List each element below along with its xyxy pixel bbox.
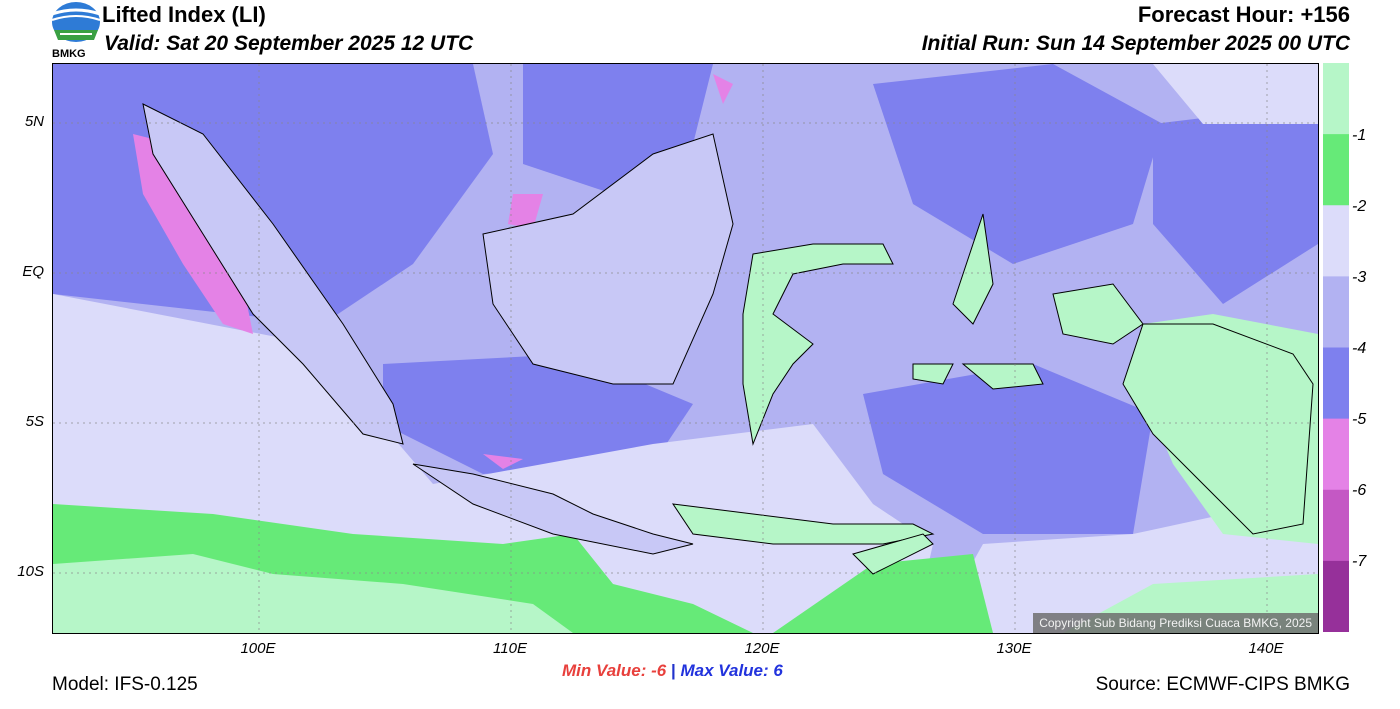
colorbar-swatch	[1323, 205, 1349, 277]
initial-run: Initial Run: Sun 14 September 2025 00 UT…	[922, 32, 1350, 56]
colorbar-label: -1	[1352, 127, 1366, 145]
min-value: -6	[651, 661, 666, 680]
min-label: Min Value:	[562, 661, 646, 680]
chart-title: Lifted Index (LI)	[102, 2, 266, 28]
lifted-index-map: Copyright Sub Bidang Prediksi Cuaca BMKG…	[52, 63, 1319, 634]
map-canvas	[53, 64, 1318, 633]
source-label: Source: ECMWF-CIPS BMKG	[1096, 674, 1350, 696]
colorbar-swatch	[1323, 276, 1349, 348]
lon-label-100e: 100E	[228, 640, 288, 657]
valid-time: Valid: Sat 20 September 2025 12 UTC	[104, 32, 473, 56]
lon-label-120e: 120E	[732, 640, 792, 657]
colorbar-swatch	[1323, 419, 1349, 491]
colorbar-label: -3	[1352, 269, 1366, 287]
min-max-values: Min Value: -6 | Max Value: 6	[562, 661, 783, 681]
logo-text: BMKG	[52, 48, 86, 60]
lat-label-eq: EQ	[4, 263, 44, 280]
colorbar-swatch	[1323, 63, 1349, 135]
lat-label-5s: 5S	[4, 413, 44, 430]
colorbar-label: -5	[1352, 411, 1366, 429]
max-label: Max Value:	[680, 661, 768, 680]
colorbar	[1323, 63, 1349, 632]
colorbar-label: -2	[1352, 198, 1366, 216]
colorbar-swatch	[1323, 134, 1349, 206]
colorbar-label: -7	[1352, 553, 1366, 571]
colorbar-swatch	[1323, 348, 1349, 420]
lat-label-10s: 10S	[4, 563, 44, 580]
lon-label-110e: 110E	[480, 640, 540, 657]
lat-label-5n: 5N	[4, 113, 44, 130]
lon-label-130e: 130E	[984, 640, 1044, 657]
copyright-notice: Copyright Sub Bidang Prediksi Cuaca BMKG…	[1033, 613, 1318, 633]
lon-label-140e: 140E	[1236, 640, 1296, 657]
colorbar-swatch	[1323, 561, 1349, 632]
colorbar-swatch	[1323, 490, 1349, 562]
max-value: 6	[773, 661, 782, 680]
minmax-separator: |	[671, 661, 676, 680]
colorbar-label: -4	[1352, 340, 1366, 358]
colorbar-label: -6	[1352, 482, 1366, 500]
colorbar-swatches	[1323, 63, 1349, 632]
forecast-hour: Forecast Hour: +156	[1138, 2, 1350, 28]
model-label: Model: IFS-0.125	[52, 674, 198, 696]
